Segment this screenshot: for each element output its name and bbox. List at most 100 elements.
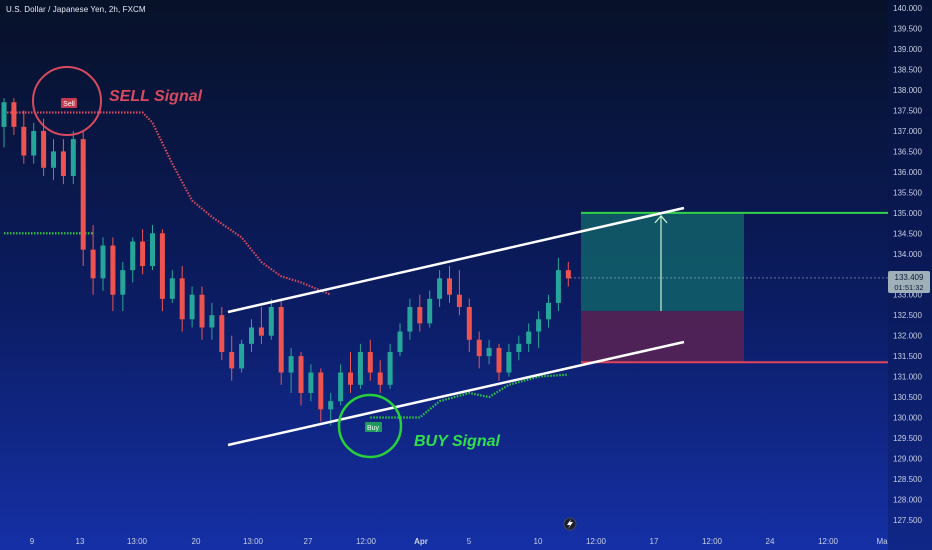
candle-down — [447, 278, 452, 295]
lightning-glyph — [567, 519, 573, 529]
profit-zone[interactable] — [581, 212, 744, 312]
sell-circle[interactable] — [32, 66, 102, 136]
candle-down — [199, 294, 205, 328]
y-tick-label: 131.500 — [893, 352, 922, 361]
candle-down — [21, 126, 27, 156]
candle-down — [565, 270, 571, 279]
candle-up — [100, 245, 106, 279]
sell-marker-bg — [61, 98, 77, 108]
current-price-label — [888, 270, 930, 293]
y-tick-label: 138.500 — [893, 66, 922, 75]
buy-signal-label: BUY Signal — [414, 433, 501, 450]
buy-trail-line — [370, 373, 569, 419]
y-tick-label: 135.000 — [893, 209, 922, 218]
candle-down — [140, 241, 146, 267]
y-tick-label: 129.000 — [893, 454, 922, 463]
x-tick-label: 27 — [304, 537, 313, 546]
candle-down — [41, 130, 47, 168]
candle-up — [288, 356, 294, 373]
x-tick-label: 13 — [76, 537, 85, 546]
sell-marker: Sell — [63, 101, 75, 108]
candle-up — [1, 102, 7, 127]
candle-up — [397, 331, 403, 353]
buy-circle[interactable] — [337, 393, 403, 459]
candle-down — [298, 356, 304, 393]
y-tick-label: 134.000 — [893, 250, 922, 259]
candle-up — [526, 331, 532, 344]
current-price-value: 133.409 — [895, 273, 924, 282]
y-tick-label: 139.500 — [893, 25, 922, 34]
x-tick-label: 24 — [766, 537, 775, 546]
candle-up — [130, 241, 136, 271]
loss-zone[interactable] — [581, 311, 744, 363]
candle-up — [31, 130, 37, 156]
y-tick-label: 138.000 — [893, 86, 922, 95]
candle-down — [377, 372, 383, 385]
candle-down — [367, 352, 373, 373]
candle-up — [209, 315, 215, 328]
y-tick-label: 133.000 — [893, 291, 922, 300]
buy-marker-bg — [365, 422, 382, 432]
channel-lower-line[interactable] — [227, 340, 685, 447]
x-tick-label: 9 — [30, 537, 35, 546]
candle-up — [328, 401, 334, 410]
x-tick-label: 12:00 — [586, 537, 607, 546]
candle-down — [348, 372, 353, 385]
candle-down — [229, 352, 235, 369]
y-tick-label: 128.000 — [893, 495, 922, 504]
candle-up — [546, 302, 551, 320]
candle-up — [555, 270, 561, 303]
y-tick-label: 129.500 — [893, 434, 922, 443]
candle-down — [476, 339, 482, 357]
chart-title: U.S. Dollar / Japanese Yen, 2h, FXCM — [6, 5, 146, 14]
candle-up — [536, 319, 542, 332]
x-tick-label: 20 — [192, 537, 201, 546]
candle-up — [516, 343, 522, 353]
buy-marker: Buy — [367, 425, 380, 432]
x-tick-label: 12:00 — [818, 537, 839, 546]
candle-up — [308, 372, 314, 393]
y-tick-label: 140.000 — [893, 4, 922, 13]
candle-up — [150, 233, 155, 267]
y-tick-label: 132.500 — [893, 311, 922, 320]
y-tick-label: 137.000 — [893, 127, 922, 136]
candle-down — [159, 233, 165, 299]
y-tick-label: 132.000 — [893, 332, 922, 341]
sell-signal-label: SELL Signal — [109, 88, 203, 105]
y-tick-label: 139.000 — [893, 45, 922, 54]
candle-up — [51, 151, 56, 168]
y-tick-label: 136.000 — [893, 168, 922, 177]
y-tick-label: 130.500 — [893, 393, 922, 402]
candle-up — [486, 347, 492, 357]
y-tick-label: 136.500 — [893, 147, 922, 156]
candle-up — [239, 343, 245, 369]
y-tick-label: 131.000 — [893, 373, 922, 382]
candle-down — [179, 278, 185, 320]
x-tick-label: 10 — [534, 537, 543, 546]
candle-up — [437, 278, 443, 299]
candle-up — [120, 270, 126, 295]
y-tick-label: 130.000 — [893, 414, 922, 423]
candle-up — [427, 298, 433, 324]
x-tick-label: Ma — [876, 537, 888, 546]
candle-up — [189, 294, 195, 320]
candle-down — [466, 306, 472, 340]
y-tick-label: 134.500 — [893, 229, 922, 238]
channel-upper-line[interactable] — [227, 206, 685, 314]
candle-down — [60, 151, 66, 176]
candle-down — [456, 294, 462, 307]
candle-up — [387, 352, 393, 385]
candle-down — [11, 102, 17, 127]
candle-down — [278, 306, 284, 373]
y-tick-label: 128.500 — [893, 475, 922, 484]
x-tick-label: 12:00 — [356, 537, 377, 546]
candle-down — [110, 245, 116, 295]
y-tick-label: 135.500 — [893, 188, 922, 197]
candle-up — [169, 278, 175, 299]
candle-down — [318, 372, 324, 410]
candle-up — [407, 306, 413, 332]
candle-up — [357, 352, 363, 385]
x-tick-label: 13:00 — [243, 537, 264, 546]
